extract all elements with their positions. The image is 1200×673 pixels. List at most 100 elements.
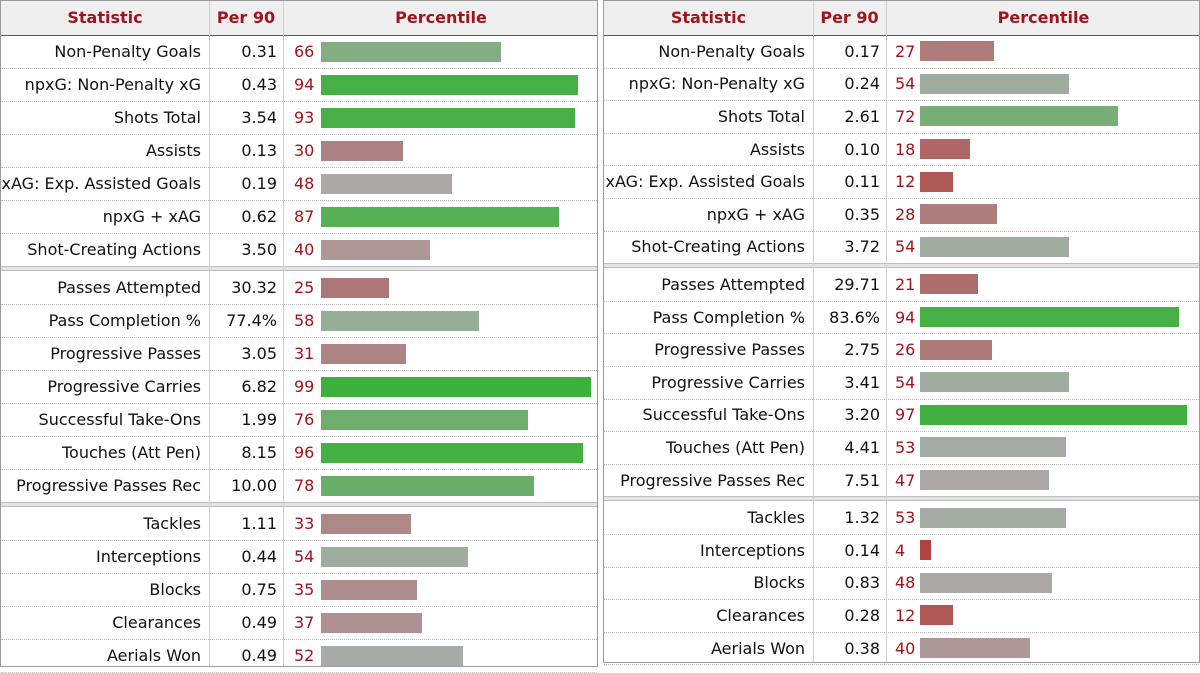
percentile-value: 35 [294,580,315,599]
stat-label[interactable]: Non-Penalty Goals [54,42,201,61]
stat-label[interactable]: Passes Attempted [57,278,201,297]
table-row: Touches (Att Pen) 4.41 53 [604,431,1199,465]
percentile-bar [321,645,463,666]
stat-label[interactable]: Clearances [716,605,805,625]
stat-label[interactable]: Blocks [149,580,201,599]
stat-label[interactable]: npxG + xAG [102,207,201,226]
per90-value: 7.51 [844,470,880,490]
percentile-value: 12 [895,172,916,192]
group-separator [1,502,597,507]
percentile-bar [920,404,1187,425]
table-row: Successful Take-Ons 3.20 97 [604,399,1199,433]
per90-value: 0.14 [844,540,880,560]
stat-label[interactable]: Touches (Att Pen) [665,437,805,457]
percentile-bar [321,513,412,534]
percentile-bar [920,139,970,160]
header-per90[interactable]: Per 90 [820,8,879,27]
percentile-bar [321,612,422,633]
percentile-bar [920,204,997,225]
percentile-value: 47 [895,470,916,490]
per90-value: 0.43 [241,75,277,94]
table-row: Assists 0.10 18 [604,133,1199,167]
stat-label[interactable]: Assists [145,141,201,160]
percentile-value: 54 [294,547,315,566]
per90-value: 0.35 [844,204,880,224]
stat-label[interactable]: npxG: Non-Penalty xG [628,74,805,94]
stat-label[interactable]: Assists [749,139,805,159]
table-row: Shots Total 2.61 72 [604,100,1199,134]
per90-value: 3.54 [241,108,277,127]
percentile-value: 27 [895,41,916,61]
stat-label[interactable]: Progressive Passes Rec [620,470,805,490]
per90-value: 0.19 [241,174,277,193]
table-row: xAG: Exp. Assisted Goals 0.11 12 [604,165,1199,199]
table-row: npxG: Non-Penalty xG 0.43 94 [1,68,597,102]
stat-label[interactable]: Progressive Passes Rec [16,476,201,495]
stat-label[interactable]: Interceptions [96,547,201,566]
stat-label[interactable]: Pass Completion % [652,307,805,327]
percentile-bar [920,106,1118,127]
table-row: Pass Completion % 83.6% 94 [604,301,1199,335]
stat-label[interactable]: xAG: Exp. Assisted Goals [1,174,201,193]
header-statistic[interactable]: Statistic [67,8,143,27]
group-separator [604,496,1199,502]
per90-value: 6.82 [241,377,277,396]
percentile-bar [321,579,417,600]
stat-label[interactable]: Shots Total [113,108,201,127]
per90-value: 0.75 [241,580,277,599]
header-percentile[interactable]: Percentile [395,8,487,27]
table-row: Aerials Won 0.38 40 [604,632,1199,666]
stat-label[interactable]: Clearances [112,613,201,632]
table-row: Passes Attempted 29.71 21 [604,268,1199,302]
header-statistic[interactable]: Statistic [670,8,747,27]
stat-label[interactable]: Tackles [747,508,805,528]
percentile-value: 54 [895,237,916,257]
per90-value: 0.28 [844,605,880,625]
column-divider-per90 [283,1,284,666]
per90-value: 3.72 [844,237,880,257]
percentile-value: 52 [294,646,315,665]
stat-label[interactable]: Interceptions [700,540,805,560]
percentile-value: 96 [294,443,315,462]
stat-label[interactable]: Successful Take-Ons [38,410,201,429]
percentile-value: 99 [294,377,315,396]
stat-label[interactable]: Progressive Carries [47,377,201,396]
percentile-bar [920,274,978,295]
stat-label[interactable]: Shots Total [717,106,805,126]
stat-label[interactable]: Blocks [753,573,805,593]
stat-label[interactable]: xAG: Exp. Assisted Goals [605,172,805,192]
stat-label[interactable]: Tackles [143,514,201,533]
table-row: Interceptions 0.44 54 [1,540,597,574]
per90-value: 4.41 [844,437,880,457]
stat-label[interactable]: Aerials Won [710,638,805,658]
percentile-value: 93 [294,108,315,127]
stat-label[interactable]: Progressive Carries [651,372,805,392]
percentile-value: 54 [895,74,916,94]
header-per90[interactable]: Per 90 [216,8,276,27]
stat-label[interactable]: npxG: Non-Penalty xG [24,75,201,94]
stat-label[interactable]: Non-Penalty Goals [658,41,805,61]
table-row: Progressive Carries 6.82 99 [1,370,597,404]
stat-label[interactable]: Shot-Creating Actions [631,237,805,257]
column-divider-statistic [209,1,210,666]
stat-label[interactable]: Successful Take-Ons [642,405,805,425]
percentile-bar [321,173,453,194]
percentile-bar [321,206,559,227]
stat-label[interactable]: Shot-Creating Actions [27,240,201,259]
table-row: Shots Total 3.54 93 [1,101,597,135]
table-row: npxG + xAG 0.62 87 [1,200,597,234]
stat-label[interactable]: Passes Attempted [661,274,805,294]
stat-label[interactable]: Progressive Passes [654,340,805,360]
percentile-value: 21 [895,274,916,294]
stat-label[interactable]: Touches (Att Pen) [61,443,201,462]
stat-label[interactable]: Aerials Won [106,646,201,665]
table-row: Progressive Passes 3.05 31 [1,337,597,371]
percentile-value: 87 [294,207,315,226]
stat-label[interactable]: Pass Completion % [48,311,201,330]
percentile-bar [920,638,1030,659]
per90-value: 1.11 [241,514,277,533]
stat-label[interactable]: Progressive Passes [50,344,201,363]
header-percentile[interactable]: Percentile [997,8,1090,27]
stat-label[interactable]: npxG + xAG [706,204,805,224]
per90-value: 1.32 [844,508,880,528]
